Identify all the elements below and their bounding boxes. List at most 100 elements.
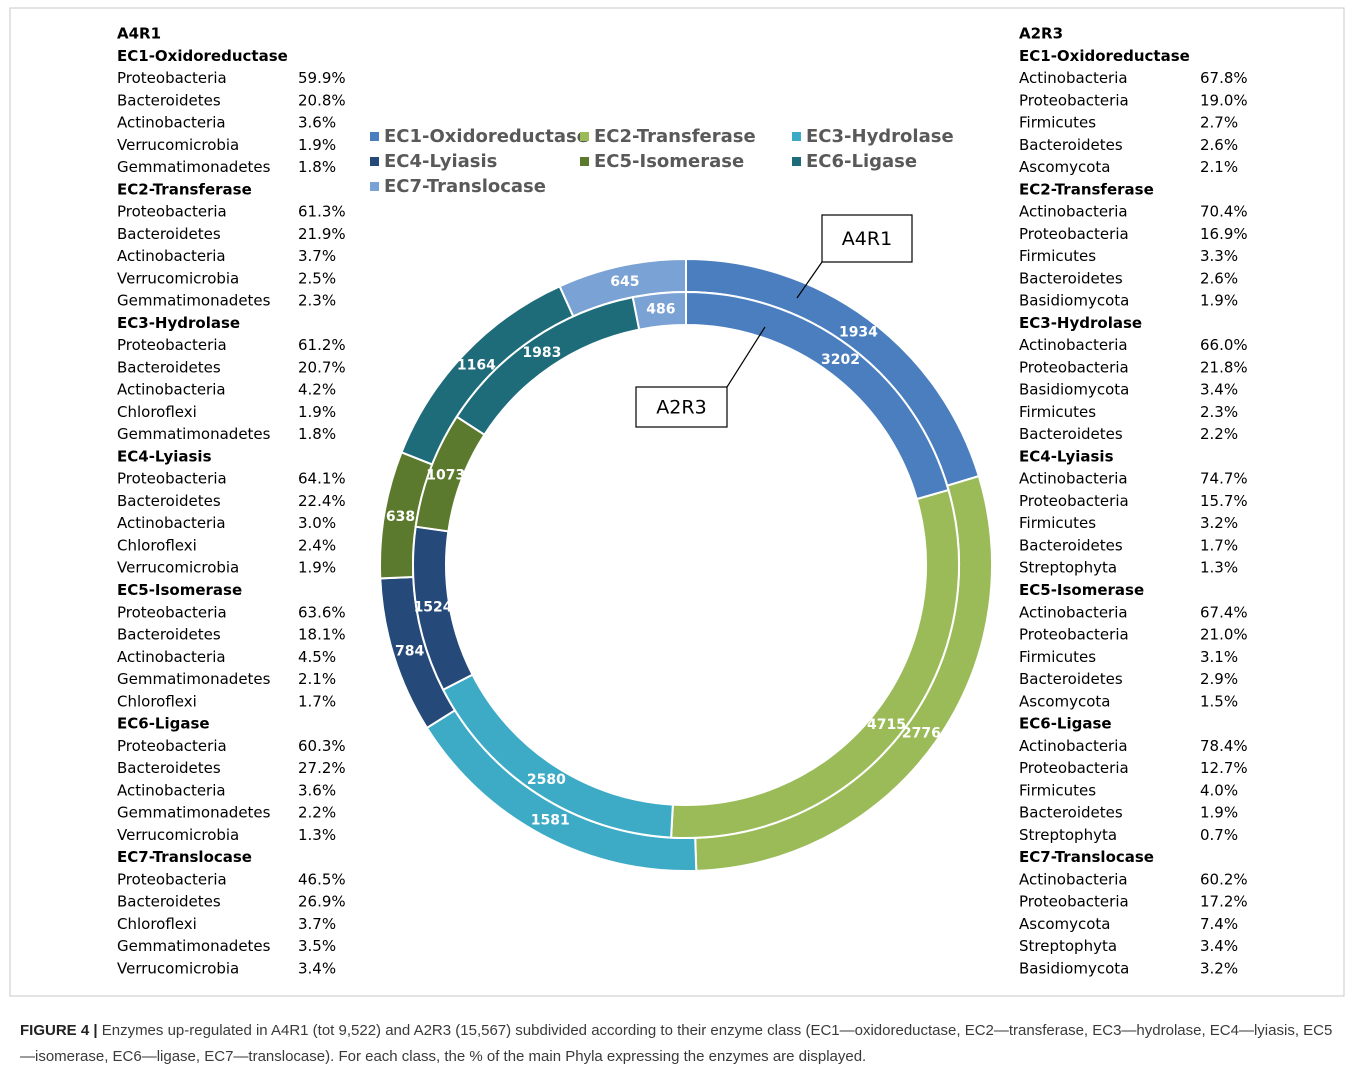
group-heading: EC4-Lyiasis (117, 447, 212, 465)
phylum: Actinobacteria (117, 514, 226, 532)
phylum: Bacteroidetes (117, 358, 221, 376)
phylum: Gemmatimonadetes (117, 158, 271, 176)
phylum: Proteobacteria (1019, 759, 1129, 777)
frame (9, 7, 1345, 997)
phylum: Proteobacteria (1019, 492, 1129, 510)
phylum: Proteobacteria (117, 603, 227, 621)
percent: 59.9% (298, 69, 346, 87)
phylum: Gemmatimonadetes (117, 937, 271, 955)
table-title: A4R1 (117, 25, 161, 43)
phylum: Actinobacteria (117, 114, 226, 132)
percent: 67.4% (1200, 603, 1248, 621)
caption-text: Enzymes up-regulated in A4R1 (tot 9,522)… (20, 1022, 1333, 1065)
percent: 20.8% (298, 91, 346, 109)
group-heading: EC1-Oxidoreductase (1019, 47, 1190, 65)
phylum: Ascomycota (1019, 915, 1111, 933)
phylum: Proteobacteria (1019, 225, 1129, 243)
group-heading: EC7-Translocase (117, 848, 252, 866)
phylum: Actinobacteria (117, 247, 226, 265)
percent: 3.4% (1200, 381, 1238, 399)
percent: 3.6% (298, 781, 336, 799)
phylum: Bacteroidetes (117, 893, 221, 911)
phylum: Proteobacteria (117, 870, 227, 888)
legend-swatch (370, 132, 379, 141)
percent: 66.0% (1200, 336, 1248, 354)
group-heading: EC2-Transferase (117, 180, 252, 198)
phylum: Bacteroidetes (1019, 136, 1123, 154)
value-label: 486 (646, 302, 675, 318)
callout-label: A2R3 (656, 397, 706, 419)
percent: 12.7% (1200, 759, 1248, 777)
callout-box (821, 214, 913, 263)
percent: 70.4% (1200, 203, 1248, 221)
phylum: Chloroflexi (117, 692, 197, 710)
percent: 22.4% (298, 492, 346, 510)
percent: 1.9% (298, 559, 336, 577)
phylum: Streptophyta (1019, 559, 1117, 577)
percent: 1.5% (1200, 692, 1238, 710)
value-label: 1934 (839, 324, 878, 340)
callout-line (796, 261, 823, 299)
phylum: Actinobacteria (1019, 69, 1128, 87)
legend-label: EC5-Isomerase (594, 151, 744, 172)
percent: 61.3% (298, 203, 346, 221)
phylum: Proteobacteria (117, 470, 227, 488)
phylum: Actinobacteria (1019, 737, 1128, 755)
phylum: Basidiomycota (1019, 381, 1129, 399)
percent: 1.3% (1200, 559, 1238, 577)
phylum: Streptophyta (1019, 826, 1117, 844)
legend-label: EC1-Oxidoreductase (384, 126, 589, 147)
phylum: Firmicutes (1019, 781, 1096, 799)
percent: 27.2% (298, 759, 346, 777)
phylum: Proteobacteria (1019, 358, 1129, 376)
phylum: Streptophyta (1019, 937, 1117, 955)
percent: 3.4% (298, 959, 336, 977)
legend-label: EC6-Ligase (806, 151, 917, 172)
percent: 64.1% (298, 470, 346, 488)
legend-swatch (370, 157, 379, 166)
table-title: A2R3 (1019, 25, 1063, 43)
percent: 7.4% (1200, 915, 1238, 933)
percent: 2.1% (298, 670, 336, 688)
percent: 3.2% (1200, 514, 1238, 532)
phylum: Bacteroidetes (1019, 536, 1123, 554)
segment (670, 488, 960, 839)
group-heading: EC1-Oxidoreductase (117, 47, 288, 65)
percent: 3.7% (298, 247, 336, 265)
value-label: 3202 (821, 352, 860, 368)
phylum: Bacteroidetes (117, 626, 221, 644)
percent: 1.7% (1200, 536, 1238, 554)
percent: 4.5% (298, 648, 336, 666)
phylum: Basidiomycota (1019, 292, 1129, 310)
percent: 2.3% (1200, 403, 1238, 421)
percent: 78.4% (1200, 737, 1248, 755)
percent: 63.6% (298, 603, 346, 621)
callout-box (635, 386, 728, 428)
legend-label: EC7-Translocase (384, 176, 546, 197)
percent: 1.9% (298, 136, 336, 154)
legend-swatch (580, 132, 589, 141)
phylum: Bacteroidetes (117, 492, 221, 510)
percent: 3.5% (298, 937, 336, 955)
phylum: Firmicutes (1019, 247, 1096, 265)
phylum: Verrucomicrobia (117, 959, 239, 977)
percent: 2.9% (1200, 670, 1238, 688)
percent: 61.2% (298, 336, 346, 354)
legend-label: EC4-Lyiasis (384, 151, 497, 172)
percent: 4.2% (298, 381, 336, 399)
segment (631, 290, 687, 331)
group-heading: EC2-Transferase (1019, 180, 1154, 198)
percent: 16.9% (1200, 225, 1248, 243)
phylum: Gemmatimonadetes (117, 670, 271, 688)
percent: 19.0% (1200, 91, 1248, 109)
value-label: 784 (395, 643, 424, 659)
phylum: Verrucomicrobia (117, 559, 239, 577)
value-label: 1524 (414, 600, 453, 616)
value-label: 638 (386, 509, 415, 525)
phylum: Bacteroidetes (117, 91, 221, 109)
caption: FIGURE 4 | Enzymes up-regulated in A4R1 … (20, 1018, 1340, 1070)
legend-swatch (792, 132, 801, 141)
percent: 46.5% (298, 870, 346, 888)
phylum: Firmicutes (1019, 514, 1096, 532)
